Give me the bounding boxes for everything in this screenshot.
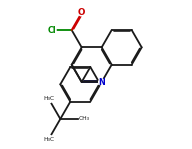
Text: Cl: Cl (47, 25, 56, 35)
Text: CH₃: CH₃ (78, 117, 89, 121)
Text: H₃C: H₃C (43, 137, 54, 142)
Text: O: O (78, 8, 85, 17)
Circle shape (47, 26, 56, 34)
Circle shape (79, 10, 85, 16)
Circle shape (79, 115, 88, 123)
Text: N: N (98, 77, 105, 87)
Text: H₃C: H₃C (43, 96, 54, 101)
Circle shape (44, 135, 53, 144)
Circle shape (99, 79, 105, 85)
Circle shape (44, 94, 53, 103)
